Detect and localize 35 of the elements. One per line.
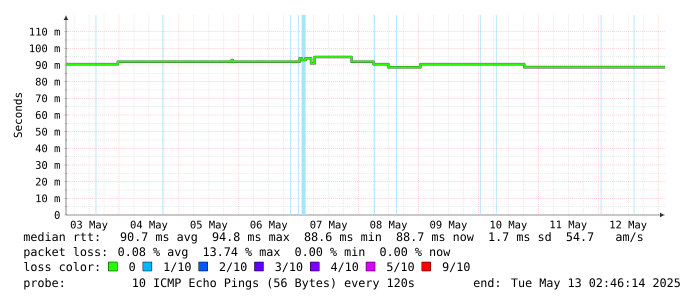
text: median rtt: 90.7 ms avg 94.8 ms max 88.6 ms min 88.7 ms now 1.7 ms sd 54.7 am/s <box>24 232 643 244</box>
x-tick-label: 10 May <box>490 220 527 231</box>
legend-label: 2/10 <box>220 262 246 272</box>
y-tick-label: 10 m <box>36 194 60 202</box>
x-tick-label: 08 May <box>370 220 408 231</box>
text: packet loss: 0.08 % avg 13.74 % max 0.00 % min 0.00 % now <box>24 247 450 259</box>
y-tick-label: 60 m <box>36 111 60 119</box>
x-tick-label: 04 May <box>130 220 168 231</box>
legend-label: 0 <box>129 262 135 272</box>
y-tick-label: 20 m <box>36 178 60 186</box>
legend-label: 3/10 <box>276 262 302 272</box>
legend-label: 1/10 <box>164 262 191 272</box>
text: end: Tue May 13 02:46:14 2025 <box>474 278 680 290</box>
legend-title: loss color: <box>24 262 98 272</box>
y-tick-label: 0 <box>54 211 60 219</box>
y-tick-label: 70 m <box>36 94 60 102</box>
y-axis-title: Seconds <box>14 92 22 138</box>
x-tick-label: 07 May <box>310 220 348 231</box>
y-tick-label: 50 m <box>36 128 60 136</box>
y-tick-label: 110 m <box>30 28 60 36</box>
x-tick-label: 09 May <box>430 220 467 231</box>
x-tick-label: 06 May <box>250 220 288 231</box>
legend-label: 9/10 <box>442 262 470 272</box>
x-tick-label: 12 May <box>610 220 647 231</box>
legend-label: 5/10 <box>387 262 414 272</box>
y-tick-label: 80 m <box>36 78 60 86</box>
x-tick-label: 03 May <box>70 220 108 231</box>
y-tick-label: 30 m <box>36 161 60 169</box>
legend-label: 4/10 <box>331 262 358 272</box>
y-tick-label: 40 m <box>36 144 60 152</box>
text: probe: 10 ICMP Echo Pings (56 Bytes) every 120s <box>24 278 414 290</box>
y-tick-label: 90 m <box>36 61 60 69</box>
x-tick-label: 05 May <box>190 220 228 231</box>
x-tick-label: 11 May <box>550 220 587 230</box>
y-tick-label: 100 m <box>30 44 60 52</box>
